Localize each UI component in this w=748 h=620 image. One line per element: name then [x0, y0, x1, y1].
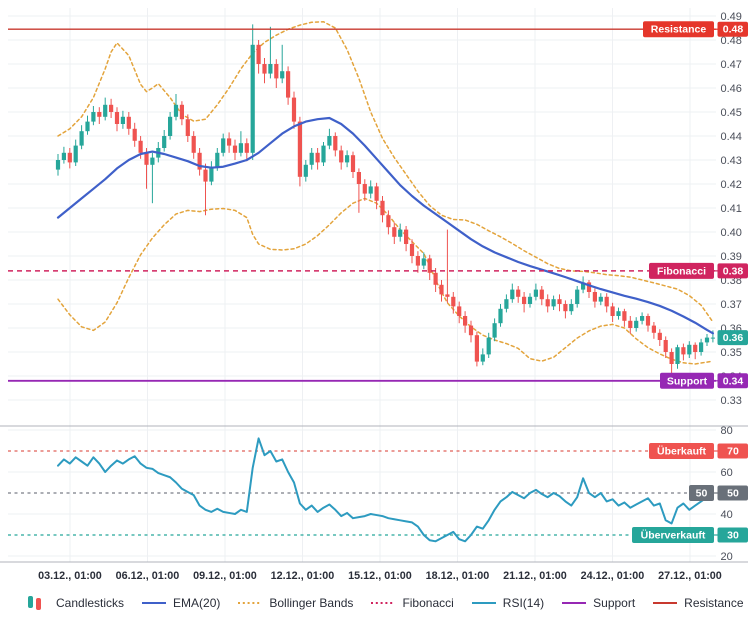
svg-text:Fibonacci: Fibonacci [657, 265, 706, 277]
svg-text:40: 40 [721, 509, 733, 521]
svg-text:0.43: 0.43 [721, 155, 742, 167]
svg-text:0.44: 0.44 [721, 131, 742, 143]
resistance-value-badge: 0.48 [717, 21, 748, 37]
svg-text:Überverkauft: Überverkauft [641, 529, 706, 542]
svg-text:80: 80 [721, 425, 733, 437]
legend-item-fibonacci[interactable]: Fibonacci [370, 595, 454, 611]
line-marker-icon [562, 602, 587, 604]
svg-text:0.46: 0.46 [721, 83, 742, 95]
svg-text:Resistance: Resistance [651, 24, 707, 36]
svg-text:0.39: 0.39 [721, 251, 742, 263]
svg-text:0.48: 0.48 [723, 24, 744, 36]
legend-label: Bollinger Bands [269, 596, 354, 610]
rsi-middle-value-badge: 50 [717, 485, 748, 501]
svg-text:0.34: 0.34 [723, 375, 744, 387]
chart-legend: Candlesticks EMA(20) Bollinger Bands Fibona… [0, 588, 748, 618]
price-axis: 0.490.480.470.460.450.440.430.420.410.40… [721, 11, 742, 407]
svg-text:30: 30 [727, 530, 739, 542]
svg-text:0.33: 0.33 [721, 395, 742, 407]
rsi-overbought-value-badge: 70 [717, 443, 748, 459]
support-value-badge: 0.34 [717, 373, 748, 389]
last-price-badge: 0.36 [717, 330, 748, 346]
bollinger-upper-line [57, 21, 714, 323]
legend-label: EMA(20) [173, 596, 221, 610]
legend-item-candlesticks[interactable]: Candlesticks [24, 595, 124, 611]
candlestick-marker-icon [28, 596, 41, 610]
svg-text:0.37: 0.37 [721, 299, 742, 311]
svg-text:0.42: 0.42 [721, 179, 742, 191]
svg-text:15.12., 01:00: 15.12., 01:00 [348, 570, 412, 582]
legend-item-bollinger-bands[interactable]: Bollinger Bands [237, 595, 353, 611]
svg-text:0.47: 0.47 [721, 59, 742, 71]
svg-text:03.12., 01:00: 03.12., 01:00 [38, 570, 102, 582]
svg-text:0.49: 0.49 [721, 11, 742, 23]
support-label-badge: Support [660, 372, 719, 389]
fibonacci-value-badge: 0.38 [717, 263, 748, 279]
svg-text:0.35: 0.35 [721, 347, 742, 359]
line-marker-icon [142, 602, 167, 604]
resistance-label-badge: Resistance [643, 21, 719, 38]
legend-item-resistance[interactable]: Resistance [652, 595, 744, 611]
line-marker-icon [653, 602, 678, 604]
rsi-oversold-label-badge: Überverkauft [632, 527, 719, 543]
legend-item-support[interactable]: Support [561, 595, 635, 611]
svg-text:70: 70 [727, 446, 739, 458]
legend-label: Resistance [684, 596, 744, 610]
svg-text:0.48: 0.48 [721, 35, 742, 47]
dotted-line-marker-icon [238, 602, 263, 604]
price-rsi-chart[interactable]: 0.49 0.48 0.47 0.46 0.45 0.44 0.43 0.42 0.41 0.40… [0, 0, 748, 588]
dotted-line-marker-icon [371, 602, 396, 604]
svg-text:0.38: 0.38 [723, 265, 744, 277]
legend-label: RSI(14) [502, 596, 545, 610]
svg-text:0.45: 0.45 [721, 107, 742, 119]
svg-text:18.12., 01:00: 18.12., 01:00 [426, 570, 490, 582]
legend-item-rsi-14-[interactable]: RSI(14) [471, 595, 544, 611]
rsi-overbought-label-badge: Überkauft [649, 443, 719, 459]
svg-text:20: 20 [721, 551, 733, 563]
x-axis-labels: 03.12., 01:00 06.12., 01:00 09.12., 01:00 1… [38, 570, 722, 582]
rsi-line [57, 437, 714, 543]
svg-text:24.12., 01:00: 24.12., 01:00 [581, 570, 645, 582]
line-marker-icon [471, 602, 496, 604]
svg-text:50: 50 [727, 488, 739, 500]
svg-text:12.12., 01:00: 12.12., 01:00 [271, 570, 335, 582]
ema-line [56, 116, 715, 335]
svg-text:Support: Support [667, 375, 708, 387]
candles-layer [55, 24, 715, 379]
grid-layer [8, 8, 716, 562]
svg-text:50: 50 [696, 488, 708, 500]
legend-item-ema-20-[interactable]: EMA(20) [141, 595, 220, 611]
svg-text:0.41: 0.41 [721, 203, 742, 215]
svg-text:0.40: 0.40 [721, 227, 742, 239]
rsi-middle-label-badge: 50 [689, 485, 719, 501]
svg-text:Überkauft: Überkauft [657, 445, 707, 458]
legend-label: Fibonacci [402, 596, 454, 610]
svg-text:21.12., 01:00: 21.12., 01:00 [503, 570, 567, 582]
rsi-oversold-value-badge: 30 [717, 527, 748, 543]
svg-text:06.12., 01:00: 06.12., 01:00 [116, 570, 180, 582]
svg-text:09.12., 01:00: 09.12., 01:00 [193, 570, 257, 582]
chart-canvas[interactable]: 0.490.480.470.460.450.440.430.420.410.40… [0, 0, 748, 588]
fibonacci-label-badge: Fibonacci [649, 262, 719, 279]
svg-text:0.36: 0.36 [723, 332, 744, 344]
svg-text:60: 60 [721, 467, 733, 479]
legend-label: Candlesticks [56, 596, 125, 610]
svg-text:27.12., 01:00: 27.12., 01:00 [658, 570, 722, 582]
legend-label: Support [593, 596, 636, 610]
bollinger-lower-line [57, 197, 714, 365]
